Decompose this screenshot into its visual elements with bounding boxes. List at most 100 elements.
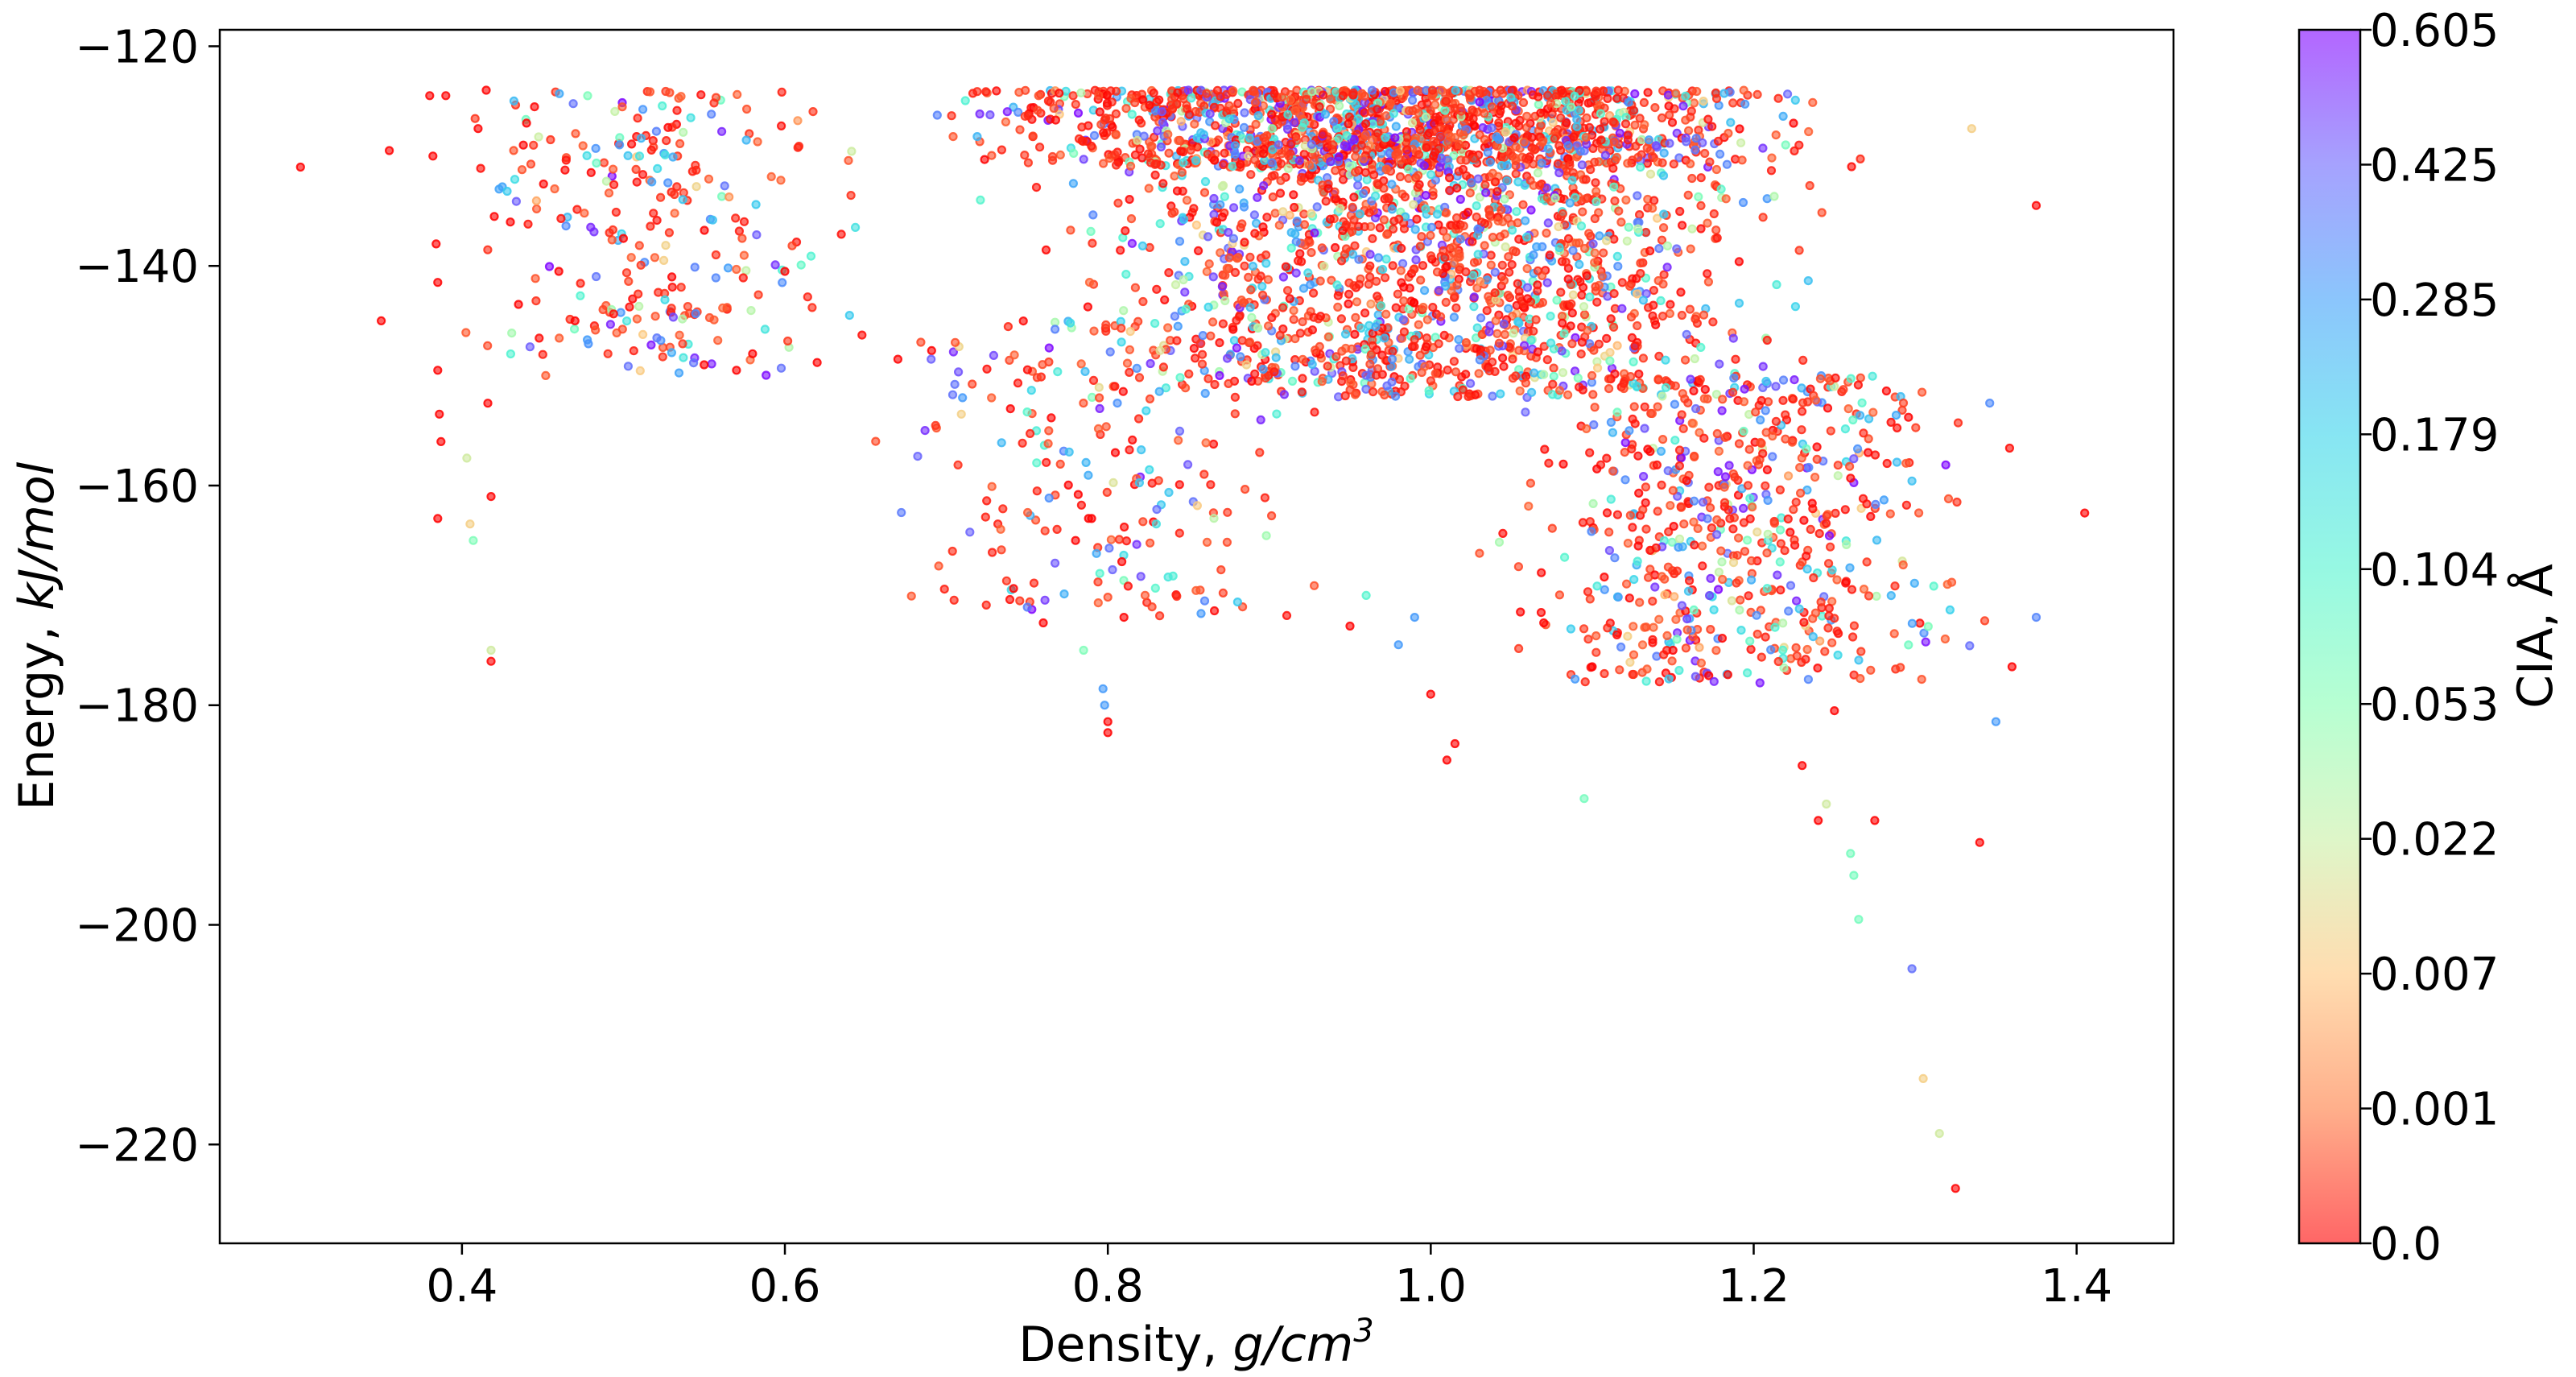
scatter-point <box>1494 537 1505 547</box>
scatter-point <box>1455 252 1464 262</box>
scatter-point <box>675 139 685 148</box>
scatter-point <box>1305 238 1315 247</box>
scatter-point <box>1458 385 1468 395</box>
scatter-point <box>1327 275 1336 285</box>
scatter-point <box>1249 86 1259 97</box>
scatter-point <box>670 189 679 200</box>
scatter-point <box>1212 217 1222 227</box>
scatter-point <box>1559 552 1570 562</box>
scatter-point <box>441 91 451 101</box>
scatter-point <box>1682 614 1692 624</box>
scatter-point <box>1613 85 1623 95</box>
scatter-point <box>1514 234 1524 244</box>
scatter-point <box>1174 480 1184 490</box>
scatter-point <box>1524 501 1534 511</box>
scatter-point <box>1839 385 1848 395</box>
scatter-point <box>1350 167 1360 177</box>
scatter-point <box>1542 192 1552 202</box>
scatter-point <box>1137 241 1148 250</box>
scatter-point <box>1600 668 1609 679</box>
scatter-point <box>1519 341 1530 350</box>
scatter-point <box>1110 448 1121 457</box>
scatter-point <box>1604 527 1614 537</box>
scatter-point <box>1586 97 1596 107</box>
scatter-point <box>1645 545 1655 556</box>
scatter-point <box>1442 755 1452 765</box>
scatter-point <box>1585 292 1595 302</box>
scatter-point <box>650 312 660 321</box>
scatter-point <box>1771 382 1781 391</box>
scatter-point <box>1201 438 1211 448</box>
scatter-point <box>1377 264 1388 275</box>
scatter-point <box>1642 664 1652 674</box>
scatter-point <box>1546 338 1556 348</box>
scatter-point <box>572 205 582 214</box>
scatter-point <box>1311 345 1320 355</box>
scatter-point <box>1918 1073 1928 1084</box>
scatter-point <box>1856 503 1866 513</box>
scatter-point <box>1063 480 1073 490</box>
scatter-point <box>1081 457 1091 468</box>
scatter-point <box>1203 149 1212 159</box>
scatter-point <box>1200 388 1210 399</box>
y-tick-label: −160 <box>75 461 199 513</box>
scatter-point <box>1617 304 1627 313</box>
scatter-point <box>1536 607 1546 618</box>
scatter-point <box>1092 548 1101 558</box>
scatter-point <box>1771 416 1781 426</box>
scatter-point <box>465 519 475 529</box>
scatter-point <box>844 155 853 165</box>
scatter-point <box>1616 217 1626 227</box>
scatter-point <box>1450 738 1460 749</box>
scatter-point <box>947 546 957 556</box>
scatter-point <box>1073 108 1084 118</box>
scatter-point <box>1344 299 1353 308</box>
scatter-point <box>1776 585 1785 595</box>
scatter-point <box>1323 362 1332 371</box>
scatter-point <box>1651 141 1661 151</box>
scatter-point <box>1183 460 1193 469</box>
scatter-point <box>1659 270 1669 279</box>
scatter-point <box>1158 362 1169 372</box>
scatter-point <box>980 155 989 164</box>
scatter-point <box>633 114 642 123</box>
scatter-point <box>1591 282 1600 292</box>
scatter-point <box>1073 490 1084 499</box>
scatter-point <box>916 337 926 347</box>
scatter-point <box>1856 373 1865 382</box>
scatter-point <box>1505 267 1514 277</box>
scatter-point <box>607 235 617 245</box>
scatter-point <box>718 303 728 312</box>
scatter-point <box>1298 122 1307 132</box>
scatter-point <box>1507 260 1517 270</box>
scatter-point <box>1025 428 1035 439</box>
scatter-point <box>1032 373 1042 382</box>
scatter-point <box>1040 526 1050 536</box>
scatter-point <box>530 274 540 283</box>
scatter-point <box>1951 1184 1960 1193</box>
scatter-point <box>1790 535 1799 545</box>
scatter-point <box>1705 157 1715 167</box>
scatter-point <box>739 250 749 260</box>
scatter-point <box>1533 347 1543 357</box>
scatter-point <box>1526 336 1536 345</box>
scatter-point <box>1789 505 1798 515</box>
scatter-point <box>1563 275 1573 284</box>
scatter-point <box>1806 524 1815 535</box>
scatter-point <box>1303 268 1313 278</box>
scatter-point <box>1330 242 1340 253</box>
scatter-point <box>1796 488 1806 498</box>
scatter-point <box>1562 118 1571 128</box>
scatter-point <box>1797 453 1806 463</box>
scatter-point <box>1003 322 1013 332</box>
scatter-point <box>473 124 483 134</box>
scatter-point <box>1385 98 1395 109</box>
scatter-point <box>638 170 648 180</box>
scatter-point <box>1509 133 1519 143</box>
scatter-point <box>1472 201 1481 211</box>
scatter-point <box>1360 91 1369 101</box>
scatter-point <box>1217 282 1228 292</box>
scatter-point <box>1803 276 1813 286</box>
scatter-point <box>1641 676 1651 686</box>
scatter-point <box>1338 371 1348 381</box>
